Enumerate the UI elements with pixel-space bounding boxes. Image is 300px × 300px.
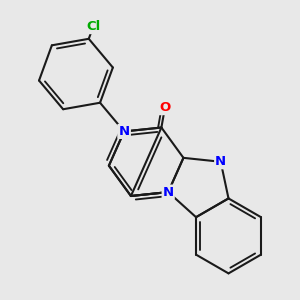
Text: N: N xyxy=(215,155,226,168)
Text: N: N xyxy=(118,125,130,138)
Text: Cl: Cl xyxy=(86,20,100,33)
Text: N: N xyxy=(163,186,174,199)
Text: O: O xyxy=(159,101,170,114)
Text: N: N xyxy=(118,125,130,138)
